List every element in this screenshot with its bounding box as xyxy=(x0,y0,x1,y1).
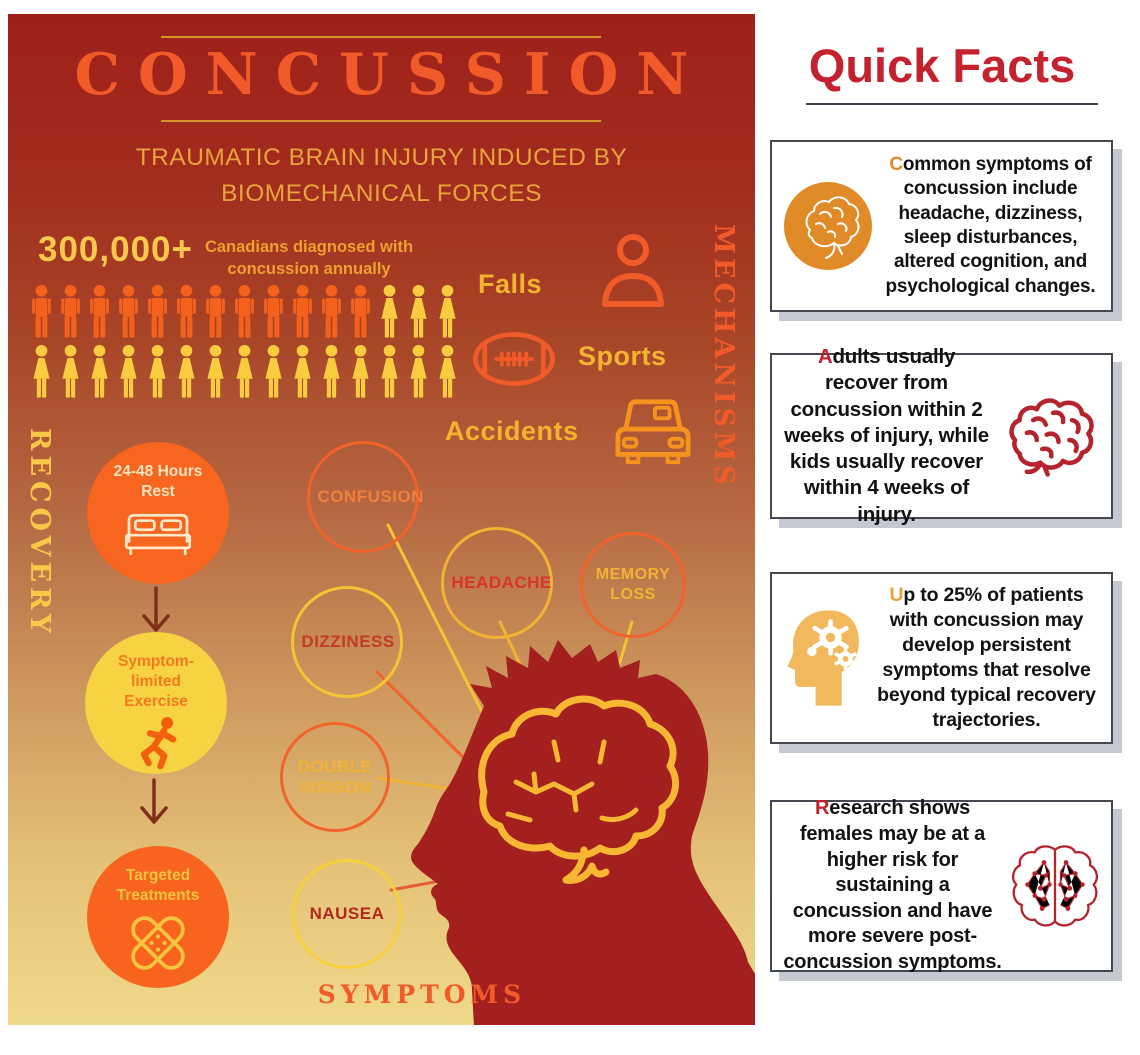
female-figure-icon xyxy=(439,344,456,398)
symptom-label: HEADACHE xyxy=(451,573,552,593)
poster-title: CONCUSSION xyxy=(74,41,707,108)
female-figure-icon xyxy=(410,284,427,338)
pictograph-row xyxy=(28,282,461,341)
symptom-circle-nausea: NAUSEA xyxy=(292,859,402,969)
female-figure-icon xyxy=(381,344,398,398)
recovery-step-treatments: Targeted Treatments xyxy=(87,846,229,988)
fact-lead-letter: C xyxy=(889,154,903,176)
symptom-circle-double-vision: DOUBLE VISISON xyxy=(280,722,390,832)
recovery-step-label: Symptom-limited Exercise xyxy=(118,653,194,711)
bed-icon xyxy=(124,514,192,556)
male-figure-icon xyxy=(119,284,138,338)
head-silhouette-with-brain-icon xyxy=(411,640,755,1025)
symptom-circle-confusion: CONFUSION xyxy=(307,441,424,553)
male-figure-icon xyxy=(264,284,283,338)
crossed-bandages-icon xyxy=(131,916,185,971)
divider-line xyxy=(161,120,601,122)
side-brain-icon xyxy=(997,393,1101,479)
male-figure-icon xyxy=(32,284,51,338)
fact-card-persistent-symptoms: Up to 25% of patients with concussion ma… xyxy=(770,572,1113,744)
fact-card-recovery-time: Adults usually recover from concussion w… xyxy=(770,345,1113,526)
fact-text: Up to 25% of patients with concussion ma… xyxy=(877,584,1096,731)
symptom-label: DIZZINESS xyxy=(301,632,395,652)
fact-text: Research shows females may be at a highe… xyxy=(783,797,1002,973)
female-figure-icon xyxy=(294,344,311,398)
poster-subtitle: TRAUMATIC BRAIN INJURY INDUCED BY BIOMEC… xyxy=(8,140,755,211)
male-figure-icon xyxy=(148,284,167,338)
subtitle-line: TRAUMATIC BRAIN INJURY INDUCED BY xyxy=(135,144,628,171)
pictograph-row xyxy=(28,342,461,401)
symptom-circle-memory-loss: MEMORY LOSS xyxy=(580,532,686,638)
male-figure-icon xyxy=(293,284,312,338)
fact-text: Adults usually recover from concussion w… xyxy=(784,345,989,526)
car-icon xyxy=(615,399,691,465)
runner-icon xyxy=(140,717,177,770)
male-figure-icon xyxy=(177,284,196,338)
brain-network-icon xyxy=(1009,842,1101,930)
male-figure-icon xyxy=(61,284,80,338)
male-figure-icon xyxy=(351,284,370,338)
symptom-label: DOUBLE VISISON xyxy=(297,756,373,797)
recovery-step-rest: 24-48 Hours Rest xyxy=(87,442,229,584)
down-arrow-icon xyxy=(140,778,168,824)
female-figure-icon xyxy=(178,344,195,398)
male-figure-icon xyxy=(206,284,225,338)
subtitle-line: BIOMECHANICAL FORCES xyxy=(221,179,542,207)
symptom-label: NAUSEA xyxy=(309,904,385,924)
fact-lead-letter: A xyxy=(817,345,833,369)
quick-facts-underline xyxy=(806,103,1098,105)
recovery-heading: RECOVERY xyxy=(24,428,55,638)
concussion-poster: CONCUSSION TRAUMATIC BRAIN INJURY INDUCE… xyxy=(8,14,755,1025)
divider-line xyxy=(161,36,601,38)
fact-card-symptoms: Common symptoms of concussion include he… xyxy=(770,140,1113,312)
head-gears-icon xyxy=(782,606,866,710)
symptom-label: MEMORY LOSS xyxy=(595,566,671,603)
female-figure-icon xyxy=(207,344,224,398)
female-figure-icon xyxy=(120,344,137,398)
recovery-step-exercise: Symptom-limited Exercise xyxy=(85,632,227,774)
female-figure-icon xyxy=(323,344,340,398)
female-figure-icon xyxy=(381,284,398,338)
symptom-label: CONFUSION xyxy=(317,487,424,507)
female-figure-icon xyxy=(236,344,253,398)
recovery-step-label: Targeted Treatments xyxy=(116,867,200,905)
fact-card-female-risk: Research shows females may be at a highe… xyxy=(770,797,1113,973)
mechanism-label-falls: Falls xyxy=(478,269,543,299)
person-icon xyxy=(602,234,664,307)
quick-facts-title: Quick Facts xyxy=(808,39,1076,92)
symptoms-heading: SYMPTOMS xyxy=(317,980,527,1009)
mechanism-label-sports: Sports xyxy=(578,341,667,371)
stat-number: 300,000+ xyxy=(38,230,193,269)
fact-lead-letter: R xyxy=(814,797,830,820)
mechanism-label-accidents: Accidents xyxy=(445,416,579,446)
female-figure-icon xyxy=(149,344,166,398)
symptom-circle-headache: HEADACHE xyxy=(441,527,553,639)
fact-lead-letter: U xyxy=(889,584,904,607)
female-figure-icon xyxy=(62,344,79,398)
male-figure-icon xyxy=(322,284,341,338)
female-figure-icon xyxy=(439,284,456,338)
brain-circle-icon xyxy=(782,180,874,272)
male-figure-icon xyxy=(90,284,109,338)
recovery-step-label: 24-48 Hours Rest xyxy=(113,463,203,501)
female-figure-icon xyxy=(352,344,369,398)
stat-label: Canadians diagnosed with concussion annu… xyxy=(204,238,414,279)
female-figure-icon xyxy=(265,344,282,398)
female-figure-icon xyxy=(91,344,108,398)
fact-text: Common symptoms of concussion include he… xyxy=(885,154,1096,297)
down-arrow-icon xyxy=(142,586,170,632)
male-figure-icon xyxy=(235,284,254,338)
female-figure-icon xyxy=(33,344,50,398)
symptom-circle-dizziness: DIZZINESS xyxy=(291,586,403,698)
female-figure-icon xyxy=(410,344,427,398)
mechanisms-heading: MECHANISMS xyxy=(708,224,739,489)
football-icon xyxy=(472,332,556,386)
